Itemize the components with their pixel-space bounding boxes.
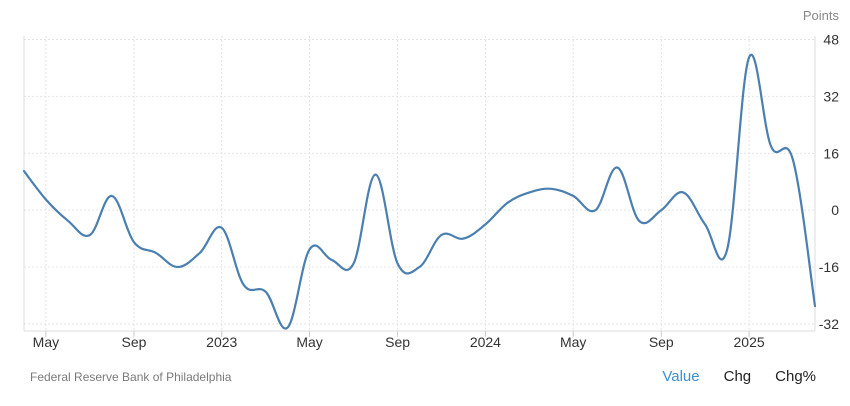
x-tick-label: 2023 [206, 334, 237, 350]
source-label: Federal Reserve Bank of Philadelphia [30, 370, 232, 384]
mode-chg-pct-button[interactable]: Chg% [775, 368, 816, 385]
y-tick-label: -32 [819, 316, 839, 332]
x-tick-label: Sep [121, 334, 146, 350]
x-tick-label: May [560, 334, 586, 350]
y-tick-label: 0 [831, 202, 839, 218]
chart-footer: Federal Reserve Bank of Philadelphia Val… [0, 366, 850, 390]
y-tick-label: 32 [823, 88, 839, 104]
line-chart: 48 32 16 0 -16 -32 May Sep 2023 May Sep 2024 May Sep… [22, 8, 840, 350]
y-axis: 48 32 16 0 -16 -32 [819, 32, 839, 332]
x-tick-label: May [296, 334, 322, 350]
y-tick-label: 16 [823, 145, 839, 161]
y-tick-label: -16 [819, 259, 839, 275]
series-line [22, 53, 817, 330]
y-tick-label: 48 [823, 32, 839, 48]
mode-chg-button[interactable]: Chg [723, 368, 752, 385]
x-axis: May Sep 2023 May Sep 2024 May Sep 2025 [33, 331, 765, 350]
x-tick-label: Sep [649, 334, 674, 350]
x-tick-label: May [33, 334, 59, 350]
x-tick-label: 2024 [470, 334, 501, 350]
mode-switcher: Value Chg Chg% [638, 368, 816, 385]
grid-lines [23, 36, 816, 332]
x-tick-label: Sep [385, 334, 410, 350]
x-tick-label: 2025 [734, 334, 765, 350]
mode-value-button[interactable]: Value [662, 368, 700, 385]
unit-label: Points [803, 8, 840, 23]
